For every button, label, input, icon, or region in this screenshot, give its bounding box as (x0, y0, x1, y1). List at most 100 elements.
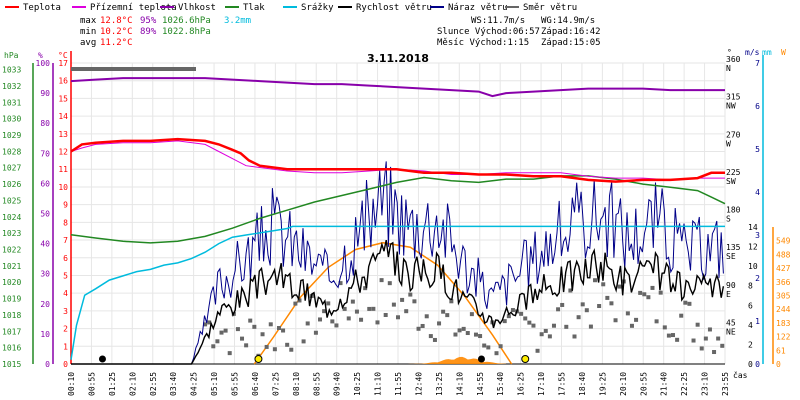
axis-label-pct: % (38, 51, 43, 60)
chart-title: 3.11.2018 (367, 52, 429, 65)
moonrise-marker (98, 355, 106, 363)
legend: Teplota Přízemní teplota Vlhkost Tlak Srážky… (5, 3, 577, 13)
series-smer-point (211, 344, 216, 349)
series-smer-point (510, 308, 515, 313)
series-rychlost (71, 239, 725, 365)
axis-label-hpa: hPa (4, 51, 19, 60)
series-smer-point (387, 281, 392, 286)
series-smer-point (400, 297, 405, 302)
series-smer-point (207, 320, 212, 325)
series-smer-point (383, 312, 388, 317)
tick-degc: 10 (58, 183, 68, 192)
series-smer-point (687, 301, 692, 306)
series-smer-point (650, 285, 655, 290)
tick-ms: 0 (755, 360, 760, 369)
legend-label-rychlost: Rychlost větru (356, 3, 432, 13)
tick-time: 20:55 (639, 372, 648, 396)
series-smer-point (367, 306, 372, 311)
tick-pct: 50 (40, 210, 50, 219)
tick-hpa: 1025 (2, 196, 21, 205)
series-smer-point (272, 347, 277, 352)
tick-time: 00:10 (67, 372, 76, 396)
series-smer-point (486, 345, 491, 350)
series-smer-point (235, 327, 240, 332)
series-smer-point (580, 302, 585, 307)
stat-temp: 10.2°C (100, 27, 133, 37)
series-smer-point (293, 301, 298, 306)
series-smer-point (556, 307, 561, 312)
tick-time: 01:25 (108, 372, 117, 396)
series-prizemni (70, 140, 725, 181)
axis-label-mm: mm (762, 48, 772, 57)
tick-hpa: 1024 (2, 213, 21, 222)
tick-pct: 0 (45, 360, 50, 369)
tick-time: 11:10 (374, 372, 383, 396)
series-smer-point (334, 323, 339, 328)
stat-moonrise: Měsíc Východ:1:15 (437, 38, 529, 48)
series-smer-point (605, 295, 610, 300)
series-sun-radiation (396, 356, 507, 364)
stat-sunrise: Slunce Východ:06:57 (437, 27, 540, 37)
series-smer-point (240, 336, 245, 341)
tick-dir-name: W (726, 139, 731, 148)
tick-ms: 3 (755, 231, 760, 240)
series-smer-point (613, 318, 618, 323)
tick-ms: 6 (755, 102, 760, 111)
tick-degc: 0 (63, 360, 68, 369)
tick-degc: 16 (58, 77, 68, 86)
tick-w: 366 (776, 278, 791, 287)
series-smer-point (539, 332, 544, 337)
series-smer-point (301, 339, 306, 344)
series-smer-point (568, 288, 573, 293)
series-smer-point (432, 337, 437, 342)
tick-dir-name: S (726, 215, 731, 224)
series-smer-bar (71, 67, 196, 71)
tick-mm: 0 (748, 360, 753, 369)
tick-hpa: 1015 (2, 360, 21, 369)
tick-time: 15:40 (496, 372, 505, 396)
tick-degc: 1 (63, 342, 68, 351)
tick-dir-name: E (726, 290, 731, 299)
series-smer-point (203, 322, 208, 327)
series-smer-point (416, 326, 421, 331)
series-smer-point (457, 328, 462, 333)
legend-label-smer: Směr větru (523, 3, 577, 13)
tick-time: 19:25 (598, 372, 607, 396)
series-smer-point (326, 301, 331, 306)
tick-mm: 12 (748, 243, 758, 252)
series-smer-point (219, 330, 224, 335)
tick-time: 08:10 (292, 372, 301, 396)
tick-degc: 5 (63, 271, 68, 280)
tick-w: 305 (776, 292, 791, 301)
legend-label-prizemni: Přízemní teplota (90, 3, 177, 13)
series-smer-point (712, 350, 717, 355)
tick-time: 22:25 (680, 372, 689, 396)
tick-hpa: 1016 (2, 344, 21, 353)
tick-time: 08:55 (312, 372, 321, 396)
series-teplota (70, 137, 725, 183)
tick-hpa: 1028 (2, 147, 21, 156)
series-smer-point (322, 309, 327, 314)
series-smer-point (654, 319, 659, 324)
series-smer-point (313, 330, 318, 335)
series-smer-point (625, 311, 630, 316)
series-smer-point (551, 323, 556, 328)
series-smer-point (252, 324, 257, 329)
series-smer-point (375, 320, 380, 325)
tick-time: 23:55 (721, 372, 730, 396)
tick-hpa: 1032 (2, 82, 21, 91)
tick-time: 00:55 (87, 372, 96, 396)
tick-w: 0 (776, 360, 781, 369)
series-smer-point (588, 324, 593, 329)
series-smer-point (662, 325, 667, 330)
series-smer-point (449, 299, 454, 304)
tick-mm: 10 (748, 262, 758, 271)
tick-dir-deg: 225 (726, 168, 741, 177)
series-smer-point (338, 281, 343, 286)
time-axis: 00:10 00:55 01:25 02:10 02:55 03:40 04:25 05:10… (67, 363, 748, 396)
series-smer-point (248, 318, 253, 323)
series-smer-point (354, 309, 359, 314)
tick-pct: 70 (40, 149, 50, 158)
tick-degc: 14 (58, 112, 68, 121)
